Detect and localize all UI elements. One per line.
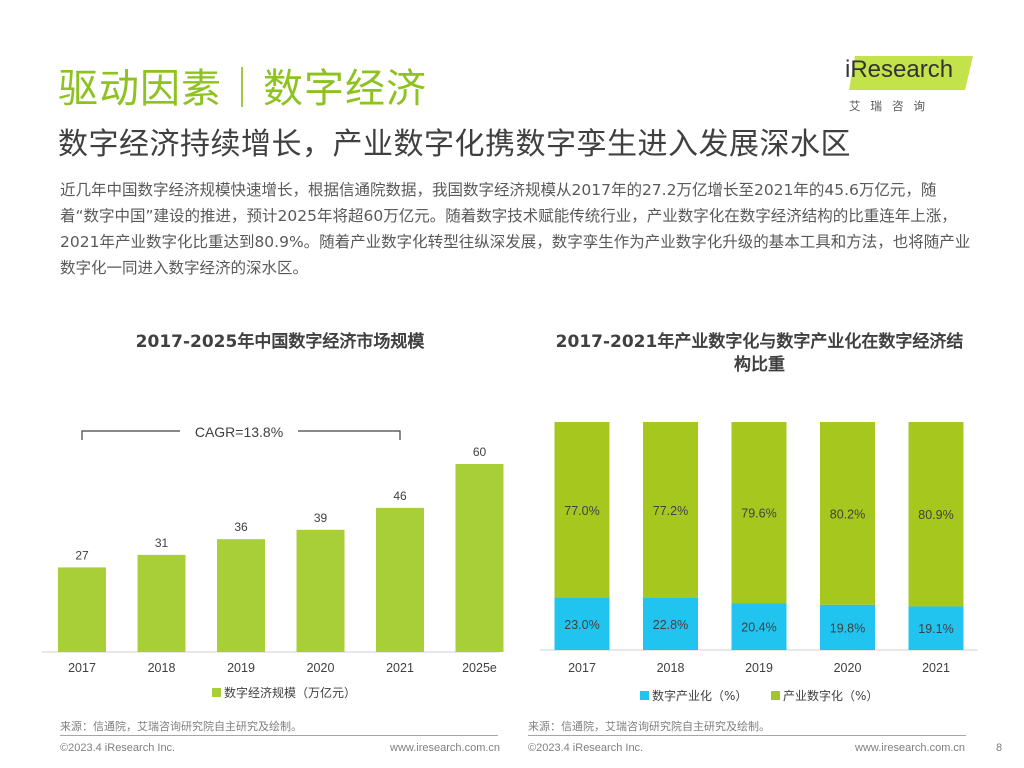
right-source-note: 来源：信通院，艾瑞咨询研究院自主研究及绘制。 xyxy=(528,720,770,733)
logo-text: iResearch xyxy=(845,56,954,83)
left-chart-title: 2017-2025年中国数字经济市场规模 xyxy=(135,332,425,352)
segment-value-label: 19.8% xyxy=(830,621,865,635)
right-chart-title: 2017-2021年产业数字化与数字产业化在数字经济结构比重 xyxy=(555,332,964,375)
bar-value-label: 46 xyxy=(393,489,407,503)
x-tick-label: 2025e xyxy=(462,661,497,675)
x-tick-label: 2021 xyxy=(386,661,414,675)
legend-label: 数字经济规模（万亿元） xyxy=(224,685,356,700)
bar-value-label: 27 xyxy=(75,548,89,562)
segment-value-label: 80.2% xyxy=(830,507,865,521)
logo-subtext: 艾瑞咨询 xyxy=(849,99,935,113)
bar-2017 xyxy=(58,567,106,652)
legend-label: 产业数字化（%） xyxy=(783,688,878,703)
page-number: 8 xyxy=(996,742,1003,754)
bar-segment-digital-industrialization-2018 xyxy=(643,598,698,650)
right-copyright: ©2023.4 iResearch Inc. xyxy=(528,742,644,754)
left-footer-divider xyxy=(60,735,498,736)
x-tick-label: 2021 xyxy=(922,661,950,675)
segment-value-label: 19.1% xyxy=(918,622,953,636)
bar-2021 xyxy=(376,507,424,652)
segment-value-label: 77.0% xyxy=(564,504,599,518)
right-website: www.iresearch.com.cn xyxy=(855,742,966,754)
logo-banner-icon xyxy=(849,56,973,90)
bar-segment-digital-industrialization-2017 xyxy=(554,597,610,650)
iresearch-logo: iResearch 艾瑞咨询 xyxy=(845,52,975,116)
bar-2019 xyxy=(217,539,265,652)
bar-2020 xyxy=(296,529,345,652)
legend-swatch-industry-digitization xyxy=(771,691,780,700)
left-source-note: 来源：信通院，艾瑞咨询研究院自主研究及绘制。 xyxy=(60,720,302,733)
cagr-annotation: CAGR=13.8% xyxy=(195,424,283,440)
x-tick-label: 2017 xyxy=(68,661,96,675)
bar-2025e xyxy=(455,464,504,652)
bar-segment-industry-digitization-2021 xyxy=(908,422,964,607)
x-tick-label: 2017 xyxy=(568,661,596,675)
bar-segment-digital-industrialization-2020 xyxy=(820,604,875,650)
right-footer-divider xyxy=(528,735,966,736)
bar-segment-industry-digitization-2017 xyxy=(554,422,610,598)
legend-swatch xyxy=(212,688,221,697)
segment-value-label: 79.6% xyxy=(741,507,776,521)
x-tick-label: 2020 xyxy=(834,661,862,675)
segment-value-label: 77.2% xyxy=(653,504,688,518)
cagr-label-bg xyxy=(180,421,298,441)
legend-swatch-digital-industrialization xyxy=(640,691,649,700)
x-tick-label: 2020 xyxy=(307,661,335,675)
bar-segment-industry-digitization-2018 xyxy=(643,422,698,599)
bar-segment-digital-industrialization-2019 xyxy=(731,603,787,650)
x-tick-label: 2019 xyxy=(227,661,255,675)
bar-segment-digital-industrialization-2021 xyxy=(908,606,964,650)
left-website: www.iresearch.com.cn xyxy=(390,742,501,754)
segment-value-label: 23.0% xyxy=(564,618,599,632)
x-tick-label: 2018 xyxy=(148,661,176,675)
segment-value-label: 80.9% xyxy=(918,508,953,522)
legend-label: 数字产业化（%） xyxy=(652,688,747,703)
bar-value-label: 60 xyxy=(473,445,487,459)
bar-segment-industry-digitization-2020 xyxy=(820,422,875,605)
bar-value-label: 39 xyxy=(314,511,328,525)
bar-value-label: 31 xyxy=(155,536,169,550)
segment-value-label: 20.4% xyxy=(741,621,776,635)
page-subtitle: 数字经济持续增长，产业数字化携数字孪生进入发展深水区 xyxy=(58,127,851,162)
x-tick-label: 2018 xyxy=(657,661,685,675)
segment-value-label: 22.8% xyxy=(653,618,688,632)
page-title: 驱动因素｜数字经济 xyxy=(58,66,427,112)
bar-2018 xyxy=(137,554,186,652)
x-tick-label: 2019 xyxy=(745,661,773,675)
bar-value-label: 36 xyxy=(234,520,248,534)
left-copyright: ©2023.4 iResearch Inc. xyxy=(60,742,176,754)
intro-paragraph: 近几年中国数字经济规模快速增长，根据信通院数据，我国数字经济规模从2017年的2… xyxy=(60,181,971,277)
bar-segment-industry-digitization-2019 xyxy=(731,422,787,604)
